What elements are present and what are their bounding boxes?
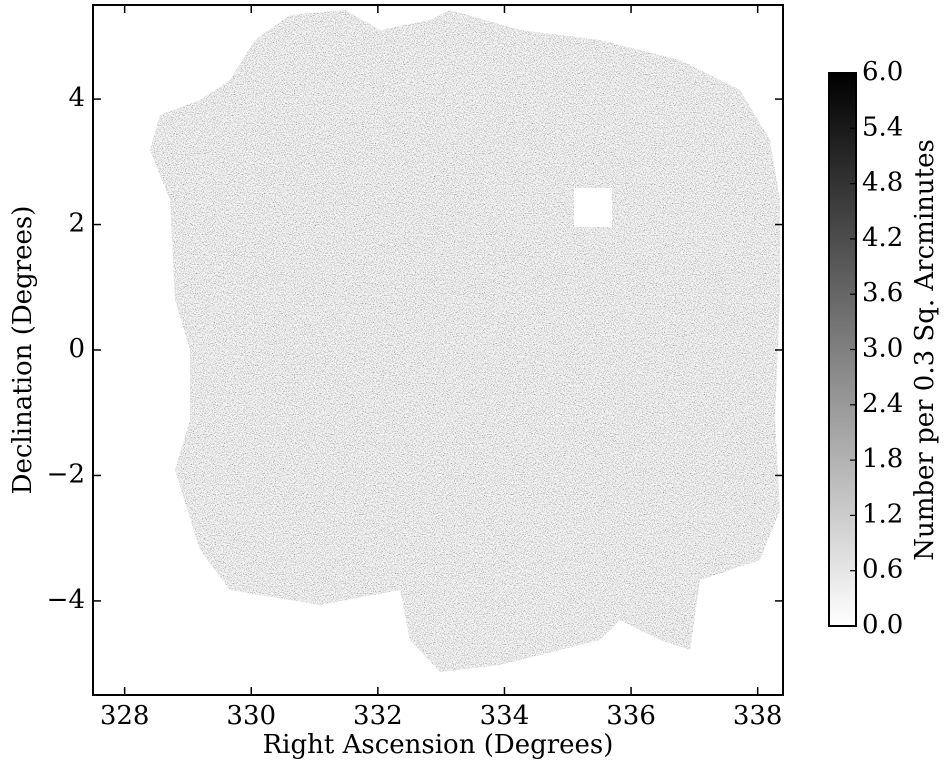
y-tick-label: 4 — [68, 83, 85, 113]
colorbar-tick-label: 5.4 — [862, 112, 903, 142]
y-axis-label: Declination (Degrees) — [8, 206, 38, 495]
density-texture — [150, 10, 780, 672]
x-tick-label: 334 — [480, 701, 530, 731]
x-tick-label: 330 — [226, 701, 276, 731]
colorbar-tick-label: 1.8 — [862, 444, 903, 474]
colorbar-tick-label: 0.0 — [862, 610, 903, 640]
masked-region — [574, 188, 612, 227]
colorbar-label: Number per 0.3 Sq. Arcminutes — [910, 139, 940, 561]
x-tick-label: 332 — [353, 701, 403, 731]
colorbar-tick-label: 0.6 — [862, 555, 903, 585]
y-tick-label: −2 — [47, 459, 85, 489]
colorbar-tick-label: 3.0 — [862, 334, 903, 364]
colorbar-tick-label: 1.2 — [862, 499, 903, 529]
x-tick-label: 328 — [100, 701, 150, 731]
colorbar-tick-label: 4.2 — [862, 223, 903, 253]
colorbar-tick-label: 3.6 — [862, 278, 903, 308]
y-tick-label: 0 — [68, 334, 85, 364]
colorbar-tick-label: 6.0 — [862, 57, 903, 87]
y-tick-label: 2 — [68, 209, 85, 239]
x-tick-label: 338 — [733, 701, 783, 731]
sky-footprint — [150, 10, 780, 672]
colorbar-tick-label: 4.8 — [862, 168, 903, 198]
x-tick-label: 336 — [606, 701, 656, 731]
y-tick-label: −4 — [47, 585, 85, 615]
x-axis-label: Right Ascension (Degrees) — [263, 730, 614, 760]
colorbar-tick-label: 2.4 — [862, 389, 903, 419]
